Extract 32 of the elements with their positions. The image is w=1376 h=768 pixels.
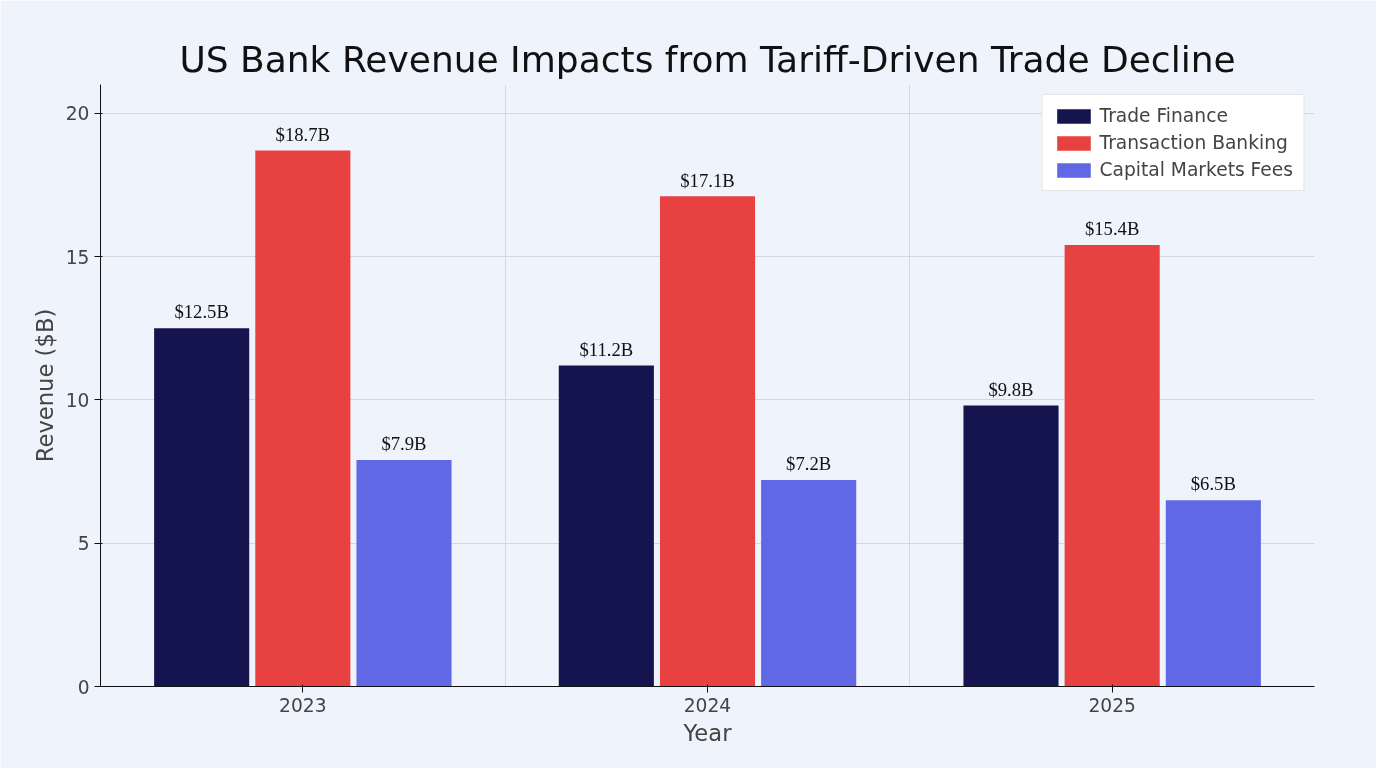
x-axis-title: Year (682, 719, 733, 746)
x-tick-label: 2023 (279, 694, 327, 716)
bar (356, 460, 452, 687)
y-tick-label: 0 (77, 676, 90, 698)
data-label: $11.2B (579, 338, 634, 360)
data-label: $7.2B (786, 453, 832, 475)
y-tick-label: 15 (65, 246, 90, 268)
y-tick-label: 10 (65, 389, 90, 411)
data-label: $12.5B (174, 301, 229, 323)
y-tick-label: 5 (77, 533, 90, 555)
data-label: $17.1B (680, 169, 735, 191)
bar (255, 150, 351, 687)
data-label: $15.4B (1084, 218, 1140, 240)
chart-title: US Bank Revenue Impacts from Tariff-Driven Trade Decline (179, 38, 1236, 80)
bar (154, 328, 250, 687)
x-tick-label: 2025 (1088, 694, 1136, 716)
legend-label: Capital Markets Fees (1099, 159, 1293, 180)
data-label: $6.5B (1190, 473, 1236, 495)
legend-label: Transaction Banking (1099, 132, 1288, 153)
bar (1165, 500, 1261, 687)
x-tick-label: 2024 (683, 694, 732, 716)
data-label: $9.8B (988, 378, 1034, 400)
legend-label: Trade Finance (1099, 105, 1228, 126)
data-label: $18.7B (275, 123, 331, 145)
bar (1064, 245, 1160, 687)
y-axis-title: Revenue ($B) (31, 308, 58, 463)
bar (761, 480, 857, 687)
y-tick-label: 20 (65, 103, 90, 125)
bar (558, 365, 654, 687)
data-label: $7.9B (381, 433, 427, 455)
bar (963, 405, 1059, 687)
bar (659, 196, 756, 687)
